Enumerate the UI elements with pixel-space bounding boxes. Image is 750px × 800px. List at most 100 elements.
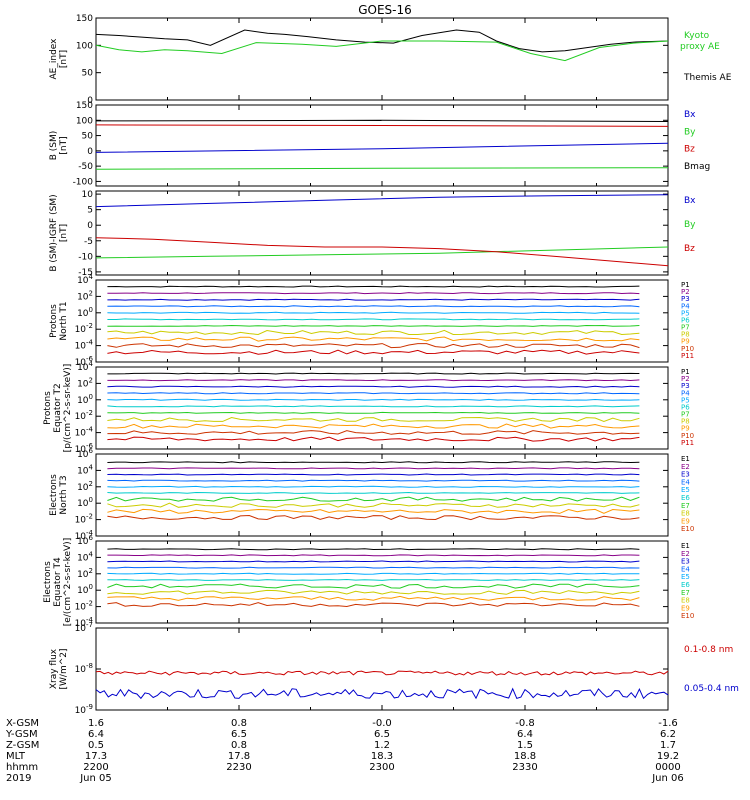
legend-channel-E2: E2	[681, 463, 690, 471]
xaxis-row-value: 0.8	[231, 718, 247, 729]
xaxis-row-value: 1.2	[374, 740, 390, 751]
channel-line-P5	[107, 398, 640, 401]
channel-line-P2	[107, 292, 640, 295]
legend-channel-E6: E6	[681, 581, 690, 589]
y-tick-label: 102	[77, 480, 93, 493]
channel-line-P10	[107, 343, 640, 349]
channel-line-E8	[107, 589, 640, 595]
channel-line-P8	[107, 329, 640, 336]
panel-4: 104 102 100 10-2 10-4 10-6 Protons North T1 P1P2…	[49, 273, 694, 368]
channel-line-P8	[107, 416, 640, 423]
y-axis-label: Protons	[49, 304, 59, 338]
y-axis-label: Protons	[43, 391, 53, 425]
y-tick-label: 10-6	[75, 442, 94, 455]
series-line-0-1-0-8-nm	[95, 670, 669, 676]
xaxis-row-label: Y-GSM	[5, 729, 38, 740]
xaxis-row-value: 17.3	[85, 751, 107, 762]
legend-channel-E7: E7	[681, 502, 690, 510]
y-tick-label: 10	[82, 190, 94, 200]
panel-3: 10 5 0 -5 -10 -15 B (SM)-IGRF (SM) [nT] Bx By Bz	[49, 190, 696, 278]
legend-proxy-ae: proxy AE	[680, 42, 720, 52]
legend-channel-P10: P10	[681, 432, 694, 440]
channel-line-P5	[107, 311, 640, 314]
y-axis-label: AE_index	[49, 38, 59, 80]
legend-channel-P3: P3	[681, 382, 690, 390]
channel-line-P9	[107, 336, 640, 342]
xaxis-row-value: 6.5	[374, 729, 390, 740]
legend-channel-P2: P2	[681, 288, 690, 296]
xaxis-row-value: 1.5	[517, 740, 533, 751]
legend-by: By	[684, 127, 696, 137]
y-tick-label: 100	[77, 496, 93, 509]
panel-7: 106 104 102 100 10-2 10-4 Electrons Equator T4[…	[43, 534, 694, 629]
xaxis-row-value: 2300	[369, 762, 394, 773]
xaxis-row-value: 1.6	[88, 718, 104, 729]
panel-frame	[95, 17, 669, 101]
channel-line-E7	[107, 496, 640, 502]
panel-2: 150 100 50 0 -50 -100 B (SM) [nT] Bx By Bz Bmag	[49, 101, 710, 187]
channel-line-P7	[107, 411, 640, 414]
y-tick-label: 10-2	[75, 513, 93, 526]
y-axis-label: Electrons	[49, 474, 59, 516]
y-tick-label: 104	[77, 463, 93, 476]
legend-bz: Bz	[684, 244, 695, 254]
panel-frame	[95, 190, 669, 276]
y-tick-label: 100	[77, 393, 93, 406]
xaxis-row-value: 6.4	[517, 729, 533, 740]
legend-channel-E4: E4	[681, 478, 690, 486]
y-tick-label: -100	[73, 177, 94, 187]
y-tick-label: 100	[76, 41, 93, 51]
y-tick-label: 100	[77, 306, 93, 319]
y-tick-label: 104	[77, 360, 93, 373]
channel-line-P1	[107, 372, 640, 375]
legend-channel-E5: E5	[681, 573, 690, 581]
legend-channel-P2: P2	[681, 375, 690, 383]
xaxis-row-value: 6.2	[660, 729, 676, 740]
legend-channel-P8: P8	[681, 418, 690, 426]
legend-channel-P1: P1	[681, 368, 690, 376]
y-tick-label: -15	[78, 268, 93, 278]
y-tick-label: 10-9	[75, 703, 93, 716]
channel-line-P10	[107, 430, 640, 435]
legend-channel-P3: P3	[681, 295, 690, 303]
xaxis-row-value: 6.5	[231, 729, 247, 740]
legend-kyoto: Kyoto	[684, 31, 710, 41]
series-line-bmag	[95, 119, 669, 122]
channel-line-E9	[107, 595, 640, 601]
channel-line-E10	[107, 602, 640, 608]
x-axis-annotations: X-GSM 1.6 0.8 -0.0 -0.8 -1.6 Y-GSM 6.4 6.5 6.5 6.4…	[5, 718, 684, 784]
panel-frame	[95, 540, 669, 624]
y-axis-label: [e/(cm^2-s-sr-keV)]	[63, 538, 73, 626]
y-tick-label: 150	[76, 101, 93, 111]
xaxis-row-value: -0.8	[515, 718, 535, 729]
y-axis-label: [nT]	[59, 136, 69, 154]
y-tick-label: 102	[77, 289, 93, 302]
xaxis-row-value: 2330	[512, 762, 537, 773]
channel-line-P3	[107, 298, 640, 301]
panel-frame	[95, 279, 669, 363]
channel-line-P4	[107, 392, 640, 395]
legend-channel-P7: P7	[681, 411, 690, 419]
legend-channel-P5: P5	[681, 309, 690, 317]
panel-5: 104 102 100 10-2 10-4 10-6 Protons Equator T2 [p…	[43, 360, 694, 455]
xaxis-row-label: hhmm	[6, 762, 38, 773]
legend-channel-E7: E7	[681, 589, 690, 597]
channel-line-P6	[107, 405, 640, 408]
y-tick-label: 100	[76, 116, 93, 126]
y-axis-label: North T1	[59, 301, 69, 340]
panel-frame	[95, 104, 669, 187]
channel-line-E5	[107, 485, 640, 488]
y-tick-label: 10-6	[75, 355, 94, 368]
y-tick-label: 100	[77, 583, 93, 596]
y-axis-label: [p/(cm^2-s-sr-keV)]	[63, 364, 73, 453]
xaxis-row-label: 2019	[6, 773, 31, 784]
legend-channel-E9: E9	[681, 517, 690, 525]
y-axis-label: B (SM)	[49, 131, 59, 161]
xaxis-row-value: 17.8	[228, 751, 250, 762]
legend-channel-E8: E8	[681, 597, 690, 605]
legend-channel-E9: E9	[681, 604, 690, 612]
y-axis-label: North T3	[59, 475, 69, 514]
y-tick-label: 0	[87, 147, 93, 157]
legend-channel-E10: E10	[681, 525, 694, 533]
